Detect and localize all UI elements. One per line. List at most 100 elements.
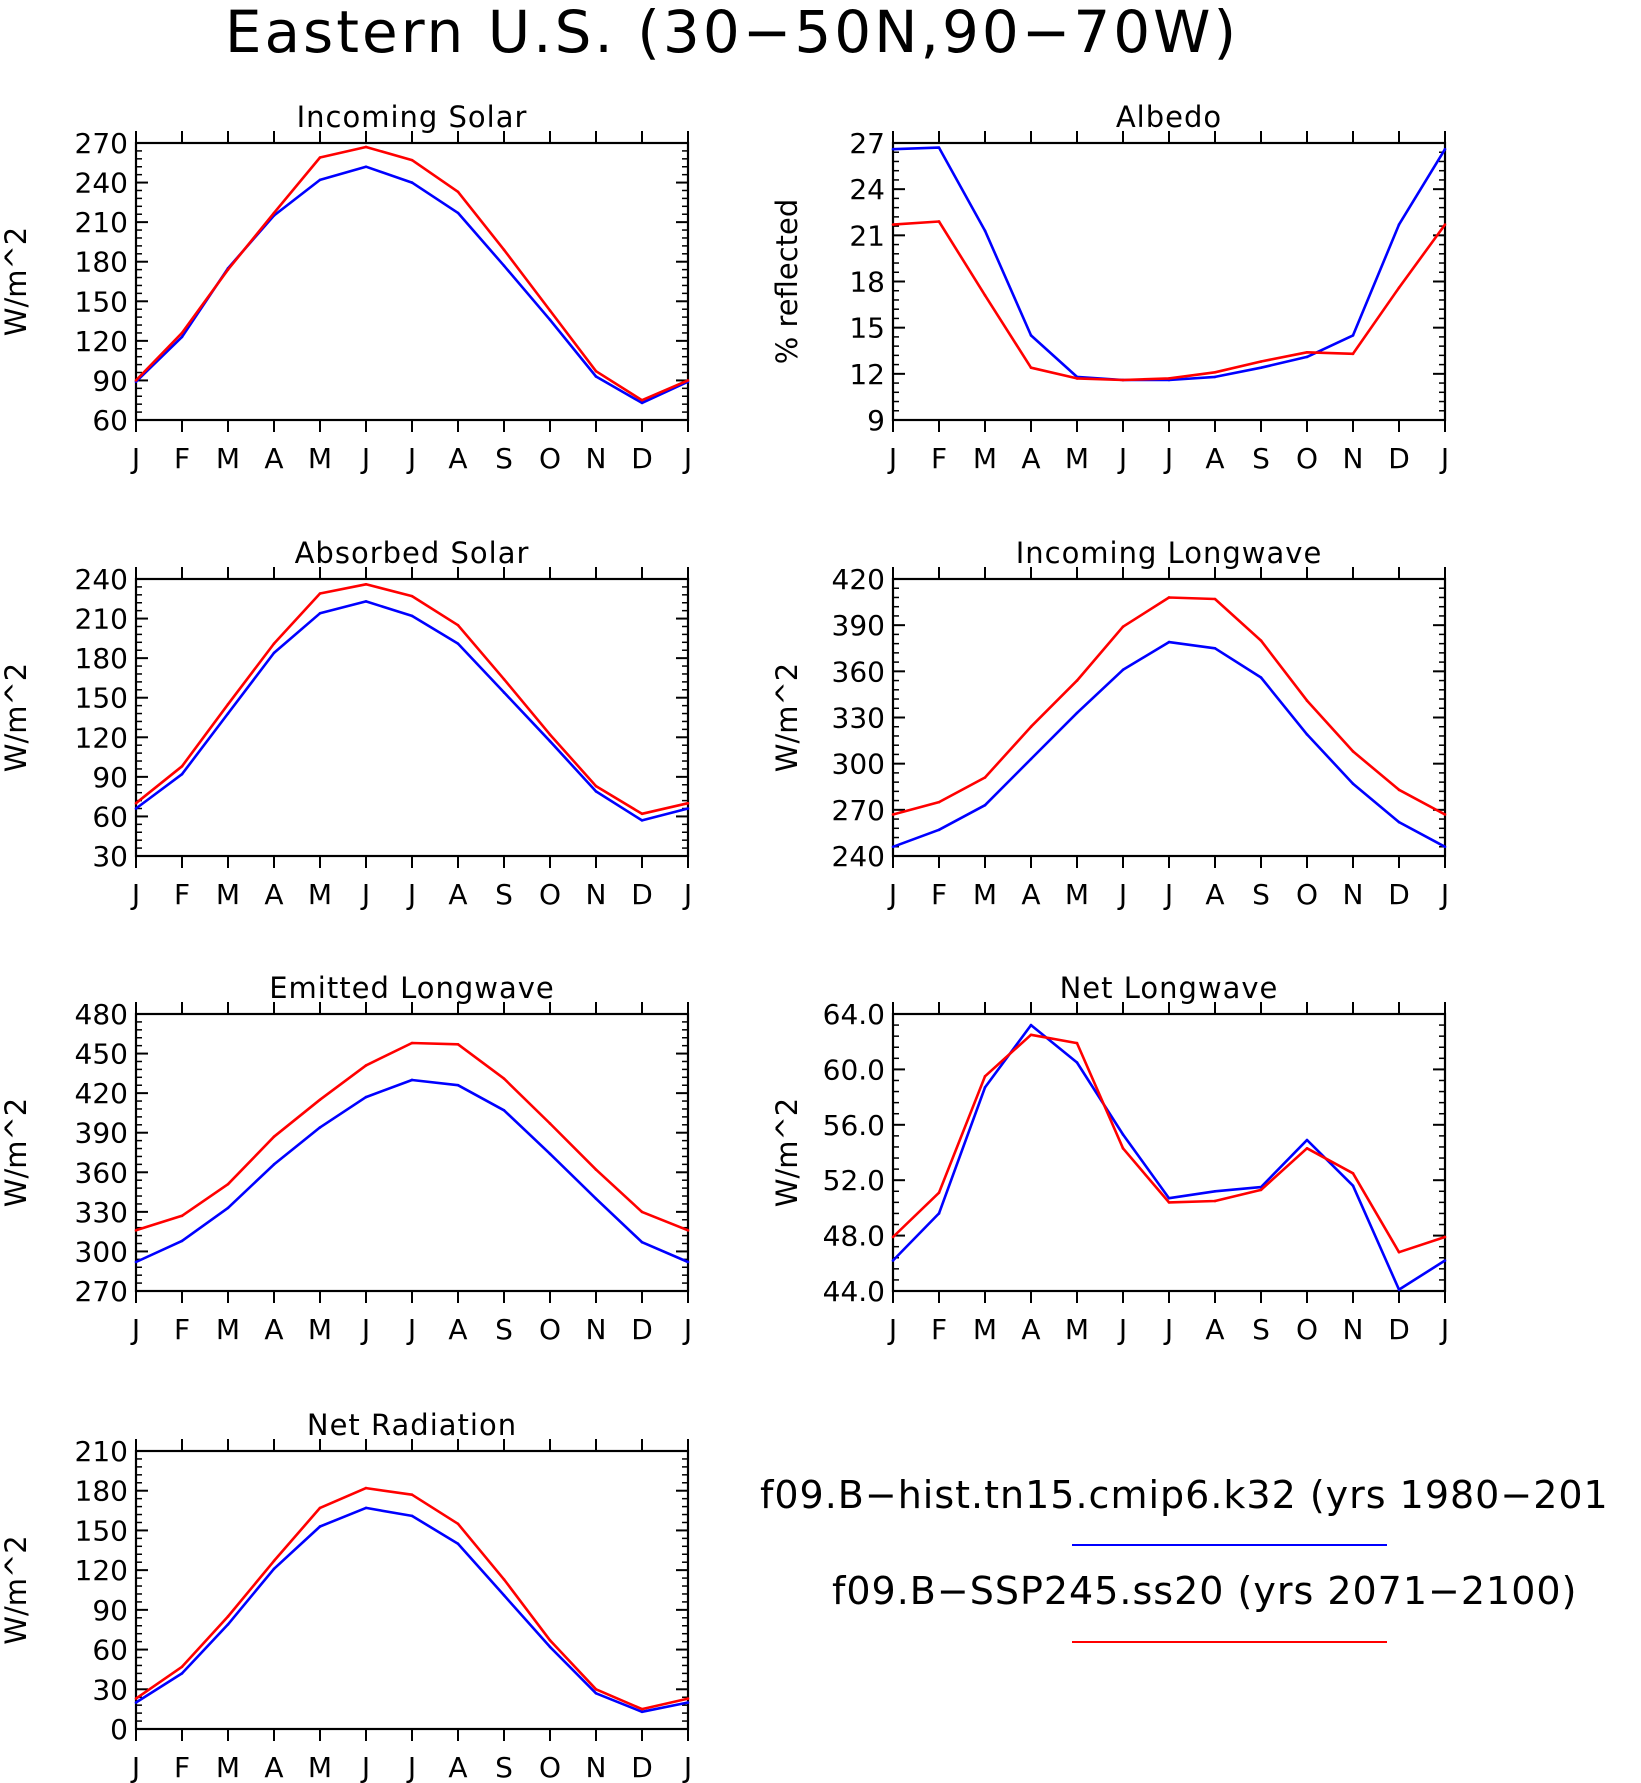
- data-point-hist: [456, 642, 460, 645]
- y-tick-label: 150: [75, 1514, 128, 1547]
- x-tick-label: O: [1296, 1313, 1318, 1346]
- data-point-ssp: [180, 765, 184, 768]
- data-point-ssp: [1305, 350, 1309, 354]
- data-point-ssp: [272, 642, 276, 645]
- x-tick-label: S: [495, 1751, 513, 1783]
- x-tick-label: A: [1021, 1313, 1040, 1346]
- data-point-ssp: [1029, 366, 1033, 369]
- y-tick-label: 330: [75, 1196, 128, 1229]
- data-point-hist: [1443, 1259, 1447, 1262]
- x-tick-label: J: [1117, 878, 1127, 911]
- y-tick-label: 60: [92, 404, 128, 437]
- x-tick-label: A: [448, 1751, 467, 1783]
- x-tick-label: N: [1343, 1313, 1364, 1346]
- x-tick-label: O: [1296, 442, 1318, 475]
- x-tick-label: M: [308, 1751, 332, 1783]
- data-point-hist: [1443, 147, 1447, 151]
- data-point-ssp: [640, 398, 644, 402]
- data-point-ssp: [937, 1191, 941, 1194]
- panel-title: Incoming Solar: [297, 100, 528, 134]
- data-point-ssp: [1213, 1199, 1217, 1203]
- data-point-ssp: [548, 1639, 552, 1642]
- series-line-ssp: [135, 145, 689, 402]
- data-point-ssp: [1075, 1041, 1079, 1045]
- legend-label-ssp: f09.B−SSP245.ss20 (yrs 2071−2100): [832, 1569, 1577, 1613]
- series-line-hist: [892, 1023, 1446, 1291]
- data-point-ssp: [891, 1235, 895, 1239]
- series-line-hist: [135, 1078, 689, 1264]
- panel-title: Absorbed Solar: [295, 536, 530, 570]
- x-tick-label: S: [495, 1313, 513, 1346]
- data-point-hist: [1213, 646, 1217, 650]
- y-tick-label: 240: [75, 167, 128, 200]
- y-tick-label: 270: [832, 794, 885, 827]
- x-tick-label: M: [216, 878, 240, 911]
- data-point-ssp: [1029, 1033, 1033, 1037]
- data-point-ssp: [272, 211, 276, 215]
- data-point-ssp: [502, 1077, 506, 1080]
- data-point-ssp: [983, 1075, 987, 1078]
- series-line-ssp: [135, 1486, 689, 1711]
- data-point-ssp: [1397, 1250, 1401, 1254]
- data-point-ssp: [937, 220, 941, 223]
- data-point-ssp: [272, 1135, 276, 1138]
- x-tick-label: M: [973, 1313, 997, 1346]
- x-tick-label: D: [1388, 442, 1410, 475]
- data-point-hist: [318, 1126, 322, 1129]
- data-point-ssp: [594, 1687, 598, 1691]
- y-tick-label: 180: [75, 246, 128, 279]
- x-tick-label: N: [586, 878, 607, 911]
- y-tick-label: 60.0: [823, 1053, 885, 1086]
- data-point-ssp: [983, 294, 987, 297]
- data-point-hist: [548, 1645, 552, 1649]
- data-point-ssp: [891, 223, 895, 226]
- data-point-ssp: [318, 156, 322, 159]
- data-point-ssp: [502, 677, 506, 681]
- x-tick-label: J: [682, 878, 692, 911]
- data-point-ssp: [640, 1210, 644, 1214]
- y-tick-label: 27: [849, 127, 885, 160]
- x-tick-label: D: [1388, 1313, 1410, 1346]
- x-tick-label: J: [360, 442, 370, 475]
- y-tick-label: 180: [75, 642, 128, 675]
- data-point-hist: [502, 1108, 506, 1112]
- x-tick-label: J: [360, 1751, 370, 1783]
- data-point-hist: [1075, 711, 1079, 715]
- data-point-ssp: [364, 582, 368, 586]
- data-point-ssp: [1213, 370, 1217, 374]
- legend: f09.B−hist.tn15.cmip6.k32 (yrs 1980−201 …: [760, 1473, 1608, 1643]
- series-line-ssp: [892, 1033, 1446, 1254]
- y-tick-label: 56.0: [823, 1109, 885, 1142]
- data-point-ssp: [1167, 596, 1171, 599]
- plot-frame: [134, 1012, 690, 1293]
- data-point-hist: [456, 1542, 460, 1545]
- x-tick-label: F: [174, 442, 190, 475]
- x-tick-label: J: [682, 1313, 692, 1346]
- y-tick-label: 420: [75, 1077, 128, 1110]
- data-point-hist: [1075, 1061, 1079, 1064]
- data-point-hist: [1213, 1189, 1217, 1193]
- data-point-hist: [410, 1078, 414, 1082]
- data-point-ssp: [134, 379, 138, 382]
- y-axis-label: W/m^2: [0, 1098, 33, 1207]
- data-point-hist: [364, 1506, 368, 1510]
- x-tick-label: O: [539, 878, 561, 911]
- x-tick-label: J: [406, 1751, 416, 1783]
- data-point-hist: [364, 165, 368, 169]
- x-tick-label: A: [264, 1751, 283, 1783]
- panel-title: Albedo: [1116, 100, 1222, 134]
- y-tick-label: 24: [849, 173, 885, 206]
- data-point-hist: [548, 1152, 552, 1156]
- x-tick-label: F: [931, 1313, 947, 1346]
- data-point-hist: [1259, 676, 1263, 679]
- y-tick-label: 120: [75, 325, 128, 358]
- data-point-ssp: [180, 1214, 184, 1218]
- y-tick-label: 300: [832, 748, 885, 781]
- data-point-hist: [180, 772, 184, 776]
- x-tick-label: F: [174, 1313, 190, 1346]
- series-line-hist: [892, 146, 1447, 382]
- x-tick-label: A: [264, 1313, 283, 1346]
- data-point-ssp: [1075, 679, 1079, 682]
- data-point-ssp: [1397, 788, 1401, 792]
